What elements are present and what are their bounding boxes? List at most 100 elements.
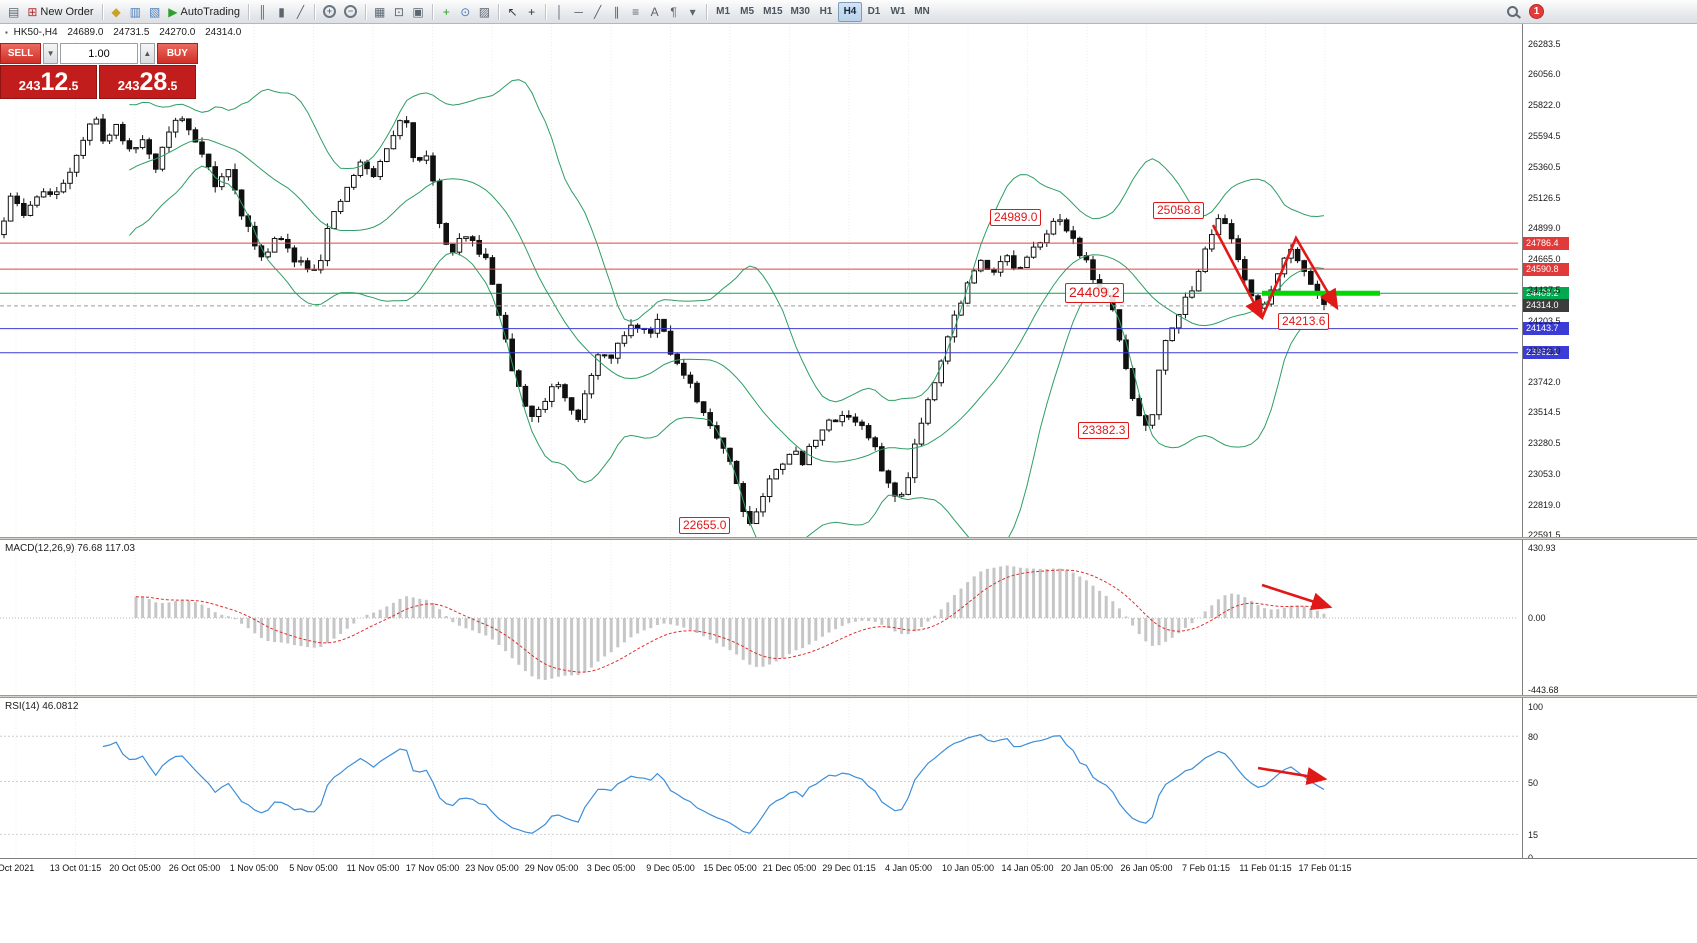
tf-m30-button[interactable]: M30: [787, 2, 814, 22]
panel-separator[interactable]: [0, 695, 1697, 698]
time-axis[interactable]: Oct 2021 13 Oct 01:15 20 Oct 05:00 26 Oct 0…: [0, 858, 1697, 880]
volume-input[interactable]: [60, 43, 138, 64]
expert-advisors-icon[interactable]: ◆: [107, 2, 126, 22]
period-cycle-icon[interactable]: ⊙: [456, 2, 475, 22]
vertical-line-icon[interactable]: │: [550, 2, 569, 22]
price-axis-label: 26283.5: [1528, 39, 1561, 49]
text-icon[interactable]: A: [645, 2, 664, 22]
time-axis-label: 11 Nov 05:00: [346, 863, 400, 873]
shapes-dropdown-icon[interactable]: ▾: [683, 2, 702, 22]
time-axis-label: Oct 2021: [0, 863, 35, 873]
price-axis[interactable]: 24786.4 24590.8 24409.2 24314.0 24143.7 23962…: [1522, 24, 1697, 863]
buy-price-suffix: .5: [167, 79, 178, 93]
trend-arrow[interactable]: [1211, 224, 1264, 321]
time-axis-label: 13 Oct 01:15: [49, 863, 102, 873]
sell-button[interactable]: SELL: [0, 43, 42, 64]
sell-price[interactable]: 243 12.5: [0, 65, 97, 99]
time-axis-label: 20 Jan 05:00: [1060, 863, 1114, 873]
zoom-in-icon[interactable]: +: [319, 2, 340, 22]
trendline-icon[interactable]: ╱: [588, 2, 607, 22]
time-axis-label: 11 Feb 01:15: [1239, 863, 1292, 873]
new-order-button-label: New Order: [40, 5, 94, 18]
price-axis-label: 23280.5: [1528, 438, 1561, 449]
ohlc-close: 24314.0: [205, 27, 242, 38]
tf-d1-button[interactable]: D1: [862, 2, 886, 22]
price-axis-label: 26056.0: [1528, 69, 1561, 80]
templates-icon-glyph: ▨: [478, 4, 491, 19]
price-annotation-23382.3[interactable]: 23382.3: [1078, 422, 1130, 439]
new-chart-button[interactable]: +: [437, 2, 456, 22]
time-axis-label: 20 Oct 05:00: [109, 863, 161, 873]
tile-windows-icon-glyph: ▦: [374, 4, 386, 19]
price-annotation-24409.2[interactable]: 24409.2: [1065, 283, 1124, 303]
crosshair-icon[interactable]: +: [522, 2, 541, 22]
trend-arrow[interactable]: [1260, 235, 1339, 319]
new-window-icon[interactable]: ▤: [4, 2, 23, 22]
navigator-icon[interactable]: ▧: [145, 2, 164, 22]
tf-m15-button[interactable]: M15: [759, 2, 786, 22]
grid-layer: [15, 24, 1326, 537]
macd-axis-label: -443.68: [1528, 685, 1559, 696]
bar-chart-icon-glyph: ║: [258, 4, 267, 19]
price-annotation-24213.6[interactable]: 24213.6: [1278, 313, 1330, 330]
price-annotation-24989.0[interactable]: 24989.0: [990, 209, 1042, 226]
new-order-button[interactable]: ⊞ New Order: [23, 2, 97, 22]
templates-icon[interactable]: ▨: [475, 2, 494, 22]
autotrading-button[interactable]: ▶ AutoTrading: [164, 2, 244, 22]
tf-w1-button[interactable]: W1: [886, 2, 910, 22]
cursor-icon[interactable]: ↖: [503, 2, 522, 22]
trend-arrow[interactable]: [1261, 583, 1333, 611]
toolbar-separator: [101, 3, 103, 20]
zoom-out-icon-glyph: −: [344, 5, 358, 18]
tf-m5-button[interactable]: M5: [735, 2, 759, 22]
price-annotation-25058.8[interactable]: 25058.8: [1153, 202, 1205, 219]
time-axis-label: 17 Feb 01:15: [1298, 863, 1352, 873]
zoom-out-icon[interactable]: −: [340, 2, 361, 22]
tf-m1-button[interactable]: M1: [711, 2, 735, 22]
buy-button[interactable]: BUY: [156, 43, 198, 64]
bar-chart-icon[interactable]: ║: [253, 2, 272, 22]
panel-separator[interactable]: [0, 537, 1697, 540]
ohlc-open: 24689.0: [67, 27, 104, 38]
price-axis-label: 24203.5: [1528, 315, 1561, 326]
cascade-windows-icon[interactable]: ▣: [408, 2, 427, 22]
rsi-axis-label: 100: [1528, 702, 1544, 712]
rsi-axis-label: 50: [1528, 777, 1539, 788]
chart-ohlc-header: ▪ HK50-,H4 24689.0 24731.5 24270.0 24314…: [5, 27, 241, 38]
fibonacci-icon[interactable]: ≡: [626, 2, 645, 22]
tile-windows-icon[interactable]: ▦: [370, 2, 389, 22]
rsi-axis-label: 80: [1528, 732, 1539, 743]
trend-arrow[interactable]: [1257, 766, 1328, 786]
search-icon[interactable]: [1507, 6, 1518, 17]
line-chart-icon-glyph: ╱: [296, 4, 305, 19]
line-chart-icon[interactable]: ╱: [291, 2, 310, 22]
new-window-icon-glyph: ▤: [8, 4, 20, 19]
volume-down-button[interactable]: ▼: [43, 43, 58, 64]
label-icon[interactable]: ¶: [664, 2, 683, 22]
arrange-windows-icon[interactable]: ⊡: [389, 2, 408, 22]
macd-indicator-panel: MACD(12,26,9) 76.68 117.03: [0, 540, 1522, 695]
price-axis-label: 23514.5: [1528, 407, 1561, 418]
candlestick-chart: [0, 24, 1518, 537]
ohlc-low: 24270.0: [159, 27, 196, 38]
toolbar-separator: [365, 3, 367, 20]
time-axis-label: 3 Dec 05:00: [586, 863, 636, 873]
price-tag-24590.8: 24590.8: [1523, 262, 1569, 276]
tf-m15-button-label: M15: [763, 6, 783, 17]
volume-up-button[interactable]: ▲: [140, 43, 155, 64]
buy-price[interactable]: 243 28.5: [99, 65, 196, 99]
market-watch-icon[interactable]: ▥: [126, 2, 145, 22]
notification-badge[interactable]: 1: [1529, 4, 1544, 19]
rsi-axis-label: 15: [1528, 830, 1539, 841]
candlestick-chart-icon[interactable]: ▮: [272, 2, 291, 22]
tf-h4-button[interactable]: H4: [837, 1, 862, 22]
tf-h1-button[interactable]: H1: [814, 2, 838, 22]
price-annotation-22655.0[interactable]: 22655.0: [679, 517, 731, 534]
tf-mn-button[interactable]: MN: [910, 2, 934, 22]
channel-icon[interactable]: ∥: [607, 2, 626, 22]
rsi-header: RSI(14) 46.0812: [5, 701, 79, 712]
candlestick-chart-icon-glyph: ▮: [278, 4, 285, 19]
price-axis-label: 22819.0: [1528, 499, 1561, 510]
horizontal-line-icon[interactable]: ─: [569, 2, 588, 22]
